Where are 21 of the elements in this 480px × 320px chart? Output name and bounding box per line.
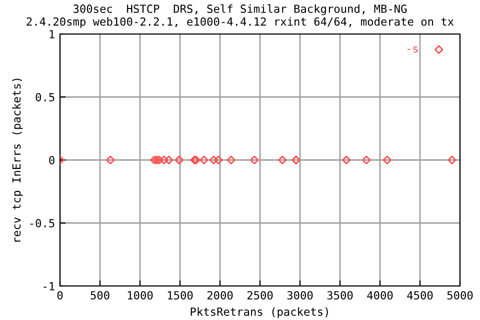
- x-tick-label: 3500: [327, 291, 353, 300]
- y-tick-label: -0.5: [30, 219, 54, 228]
- x-tick-label: 3000: [287, 291, 313, 300]
- y-axis-title: recv tcp InErrs (packets): [12, 78, 23, 242]
- chart-title: 300sec HSTCP DRS, Self Similar Background, MB-NG: [74, 4, 407, 16]
- y-tick-label: 1: [50, 30, 54, 38]
- x-axis-title: PktsRetrans (packets): [190, 307, 328, 318]
- x-tick-label: 5000: [447, 291, 473, 300]
- x-tick-label: 0: [57, 291, 63, 300]
- x-tick-label: 2000: [207, 291, 233, 300]
- x-tick-label: 4500: [407, 291, 433, 300]
- x-tick-label: 2500: [247, 291, 273, 300]
- x-tick-label: 500: [90, 291, 110, 300]
- y-tick-label: 0.5: [36, 93, 54, 102]
- legend-label: -s: [407, 46, 418, 53]
- chart-subtitle: 2.4.20smp web100-2.2.1, e1000-4.4.12 rxint 64/64, moderate on tx: [26, 17, 454, 28]
- y-tick-label: 0: [49, 156, 54, 164]
- x-tick-label: 1000: [128, 291, 153, 300]
- y-tick-label: -1: [44, 282, 54, 290]
- x-tick-label: 4000: [367, 291, 393, 300]
- x-tick-label: 1500: [168, 291, 193, 300]
